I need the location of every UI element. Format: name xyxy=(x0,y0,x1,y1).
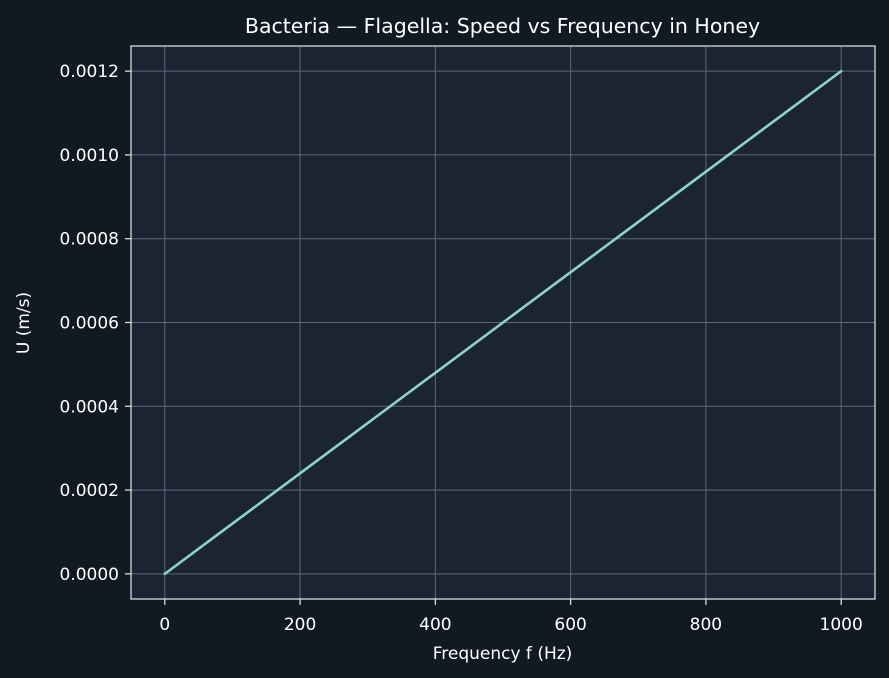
series-line-0 xyxy=(163,69,843,576)
x-tick-label: 1000 xyxy=(820,615,863,635)
x-tick-label: 0 xyxy=(159,615,170,635)
y-tick-label: 0.0008 xyxy=(60,230,119,250)
y-tick-label: 0.0012 xyxy=(60,62,119,82)
x-axis: 0 200 400 600 800 1000 xyxy=(159,599,863,635)
y-tick-label: 0.0002 xyxy=(60,481,119,501)
x-tick-label: 400 xyxy=(419,615,451,635)
y-tick-label: 0.0004 xyxy=(60,397,119,417)
x-tick-label: 800 xyxy=(690,615,722,635)
y-tick-label: 0.0010 xyxy=(60,146,119,166)
grid-lines xyxy=(131,46,875,599)
y-axis: 0.0000 0.0002 0.0004 0.0006 0.0008 0.0010 0.00… xyxy=(60,62,131,585)
series-layer xyxy=(163,69,843,576)
chart-title: Bacteria — Flagella: Speed vs Frequency … xyxy=(245,14,760,38)
x-axis-title: Frequency f (Hz) xyxy=(433,644,573,664)
y-tick-label: 0.0006 xyxy=(60,314,119,334)
x-tick-label: 600 xyxy=(554,615,586,635)
y-tick-label: 0.0000 xyxy=(60,565,119,585)
x-tick-label: 200 xyxy=(284,615,316,635)
y-axis-title: U (m/s) xyxy=(14,292,34,354)
